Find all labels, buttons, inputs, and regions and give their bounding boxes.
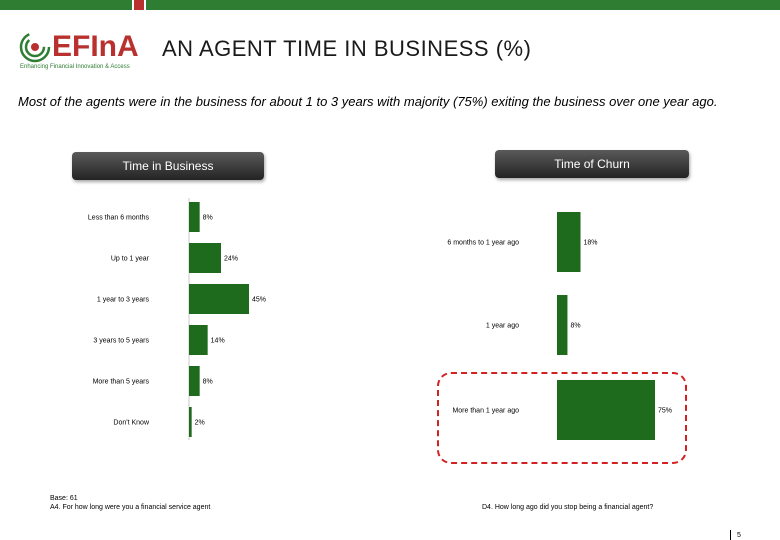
top-bar-green-segment-1 [0, 0, 132, 10]
time-of-churn-header: Time of Churn [495, 150, 689, 178]
value-label-3-years-to-5-years: 14% [211, 338, 225, 345]
time-of-churn-title: Time of Churn [554, 157, 630, 171]
value-label-don-t-know: 2% [195, 420, 205, 427]
bar-don-t-know [189, 407, 192, 437]
value-label-1-year-to-3-years: 45% [252, 297, 266, 304]
value-label-more-than-1-year-ago: 75% [658, 408, 672, 415]
value-label-more-than-5-years: 8% [203, 379, 213, 386]
page-title: AN AGENT TIME IN BUSINESS (%) [162, 36, 532, 61]
bar-1-year-ago [557, 295, 568, 355]
logo-text: EFInA [52, 30, 139, 63]
bar-less-than-6-months [189, 202, 200, 232]
value-label-up-to-1-year: 24% [224, 256, 238, 263]
bar-3-years-to-5-years [189, 325, 208, 355]
efina-logo: EFInA Enhancing Financial Innovation & A… [18, 28, 148, 76]
top-color-bar [0, 0, 780, 10]
category-label-1-year-to-3-years: 1 year to 3 years [97, 297, 150, 304]
category-label-more-than-1-year-ago: More than 1 year ago [452, 408, 519, 415]
base-count: Base: 61 [50, 495, 78, 502]
page-number: 5 [730, 530, 741, 540]
top-bar-red-segment [134, 0, 144, 10]
question-left: A4. For how long were you a financial se… [50, 504, 211, 511]
question-right: D4. How long ago did you stop being a fi… [482, 504, 654, 511]
top-bar-green-segment-2 [146, 0, 780, 10]
value-label-less-than-6-months: 8% [203, 215, 213, 222]
category-label-6-months-to-1-year-ago: 6 months to 1 year ago [447, 240, 519, 247]
page-subtitle: Most of the agents were in the business … [18, 94, 718, 109]
category-label-1-year-ago: 1 year ago [486, 323, 519, 330]
bar-more-than-5-years [189, 366, 200, 396]
category-label-3-years-to-5-years: 3 years to 5 years [93, 338, 149, 345]
category-label-up-to-1-year: Up to 1 year [111, 256, 150, 263]
footer-left-note: Base: 61 A4. For how long were you a fin… [50, 494, 210, 512]
time-in-business-header: Time in Business [72, 152, 264, 180]
logo-swirl-icon [19, 31, 51, 63]
bar-up-to-1-year [189, 243, 221, 273]
bar-more-than-1-year-ago [557, 380, 655, 440]
bar-1-year-to-3-years [189, 284, 249, 314]
time-in-business-title: Time in Business [122, 159, 214, 173]
bar-6-months-to-1-year-ago [557, 212, 581, 272]
value-label-1-year-ago: 8% [570, 323, 580, 330]
page-number-value: 5 [737, 531, 741, 539]
category-label-less-than-6-months: Less than 6 months [88, 215, 150, 222]
category-label-don-t-know: Don't Know [113, 420, 150, 427]
category-label-more-than-5-years: More than 5 years [93, 379, 150, 386]
logo-tagline: Enhancing Financial Innovation & Access [20, 64, 130, 70]
page-number-divider [730, 530, 731, 540]
highlight-box [437, 372, 687, 464]
value-label-6-months-to-1-year-ago: 18% [584, 240, 598, 247]
